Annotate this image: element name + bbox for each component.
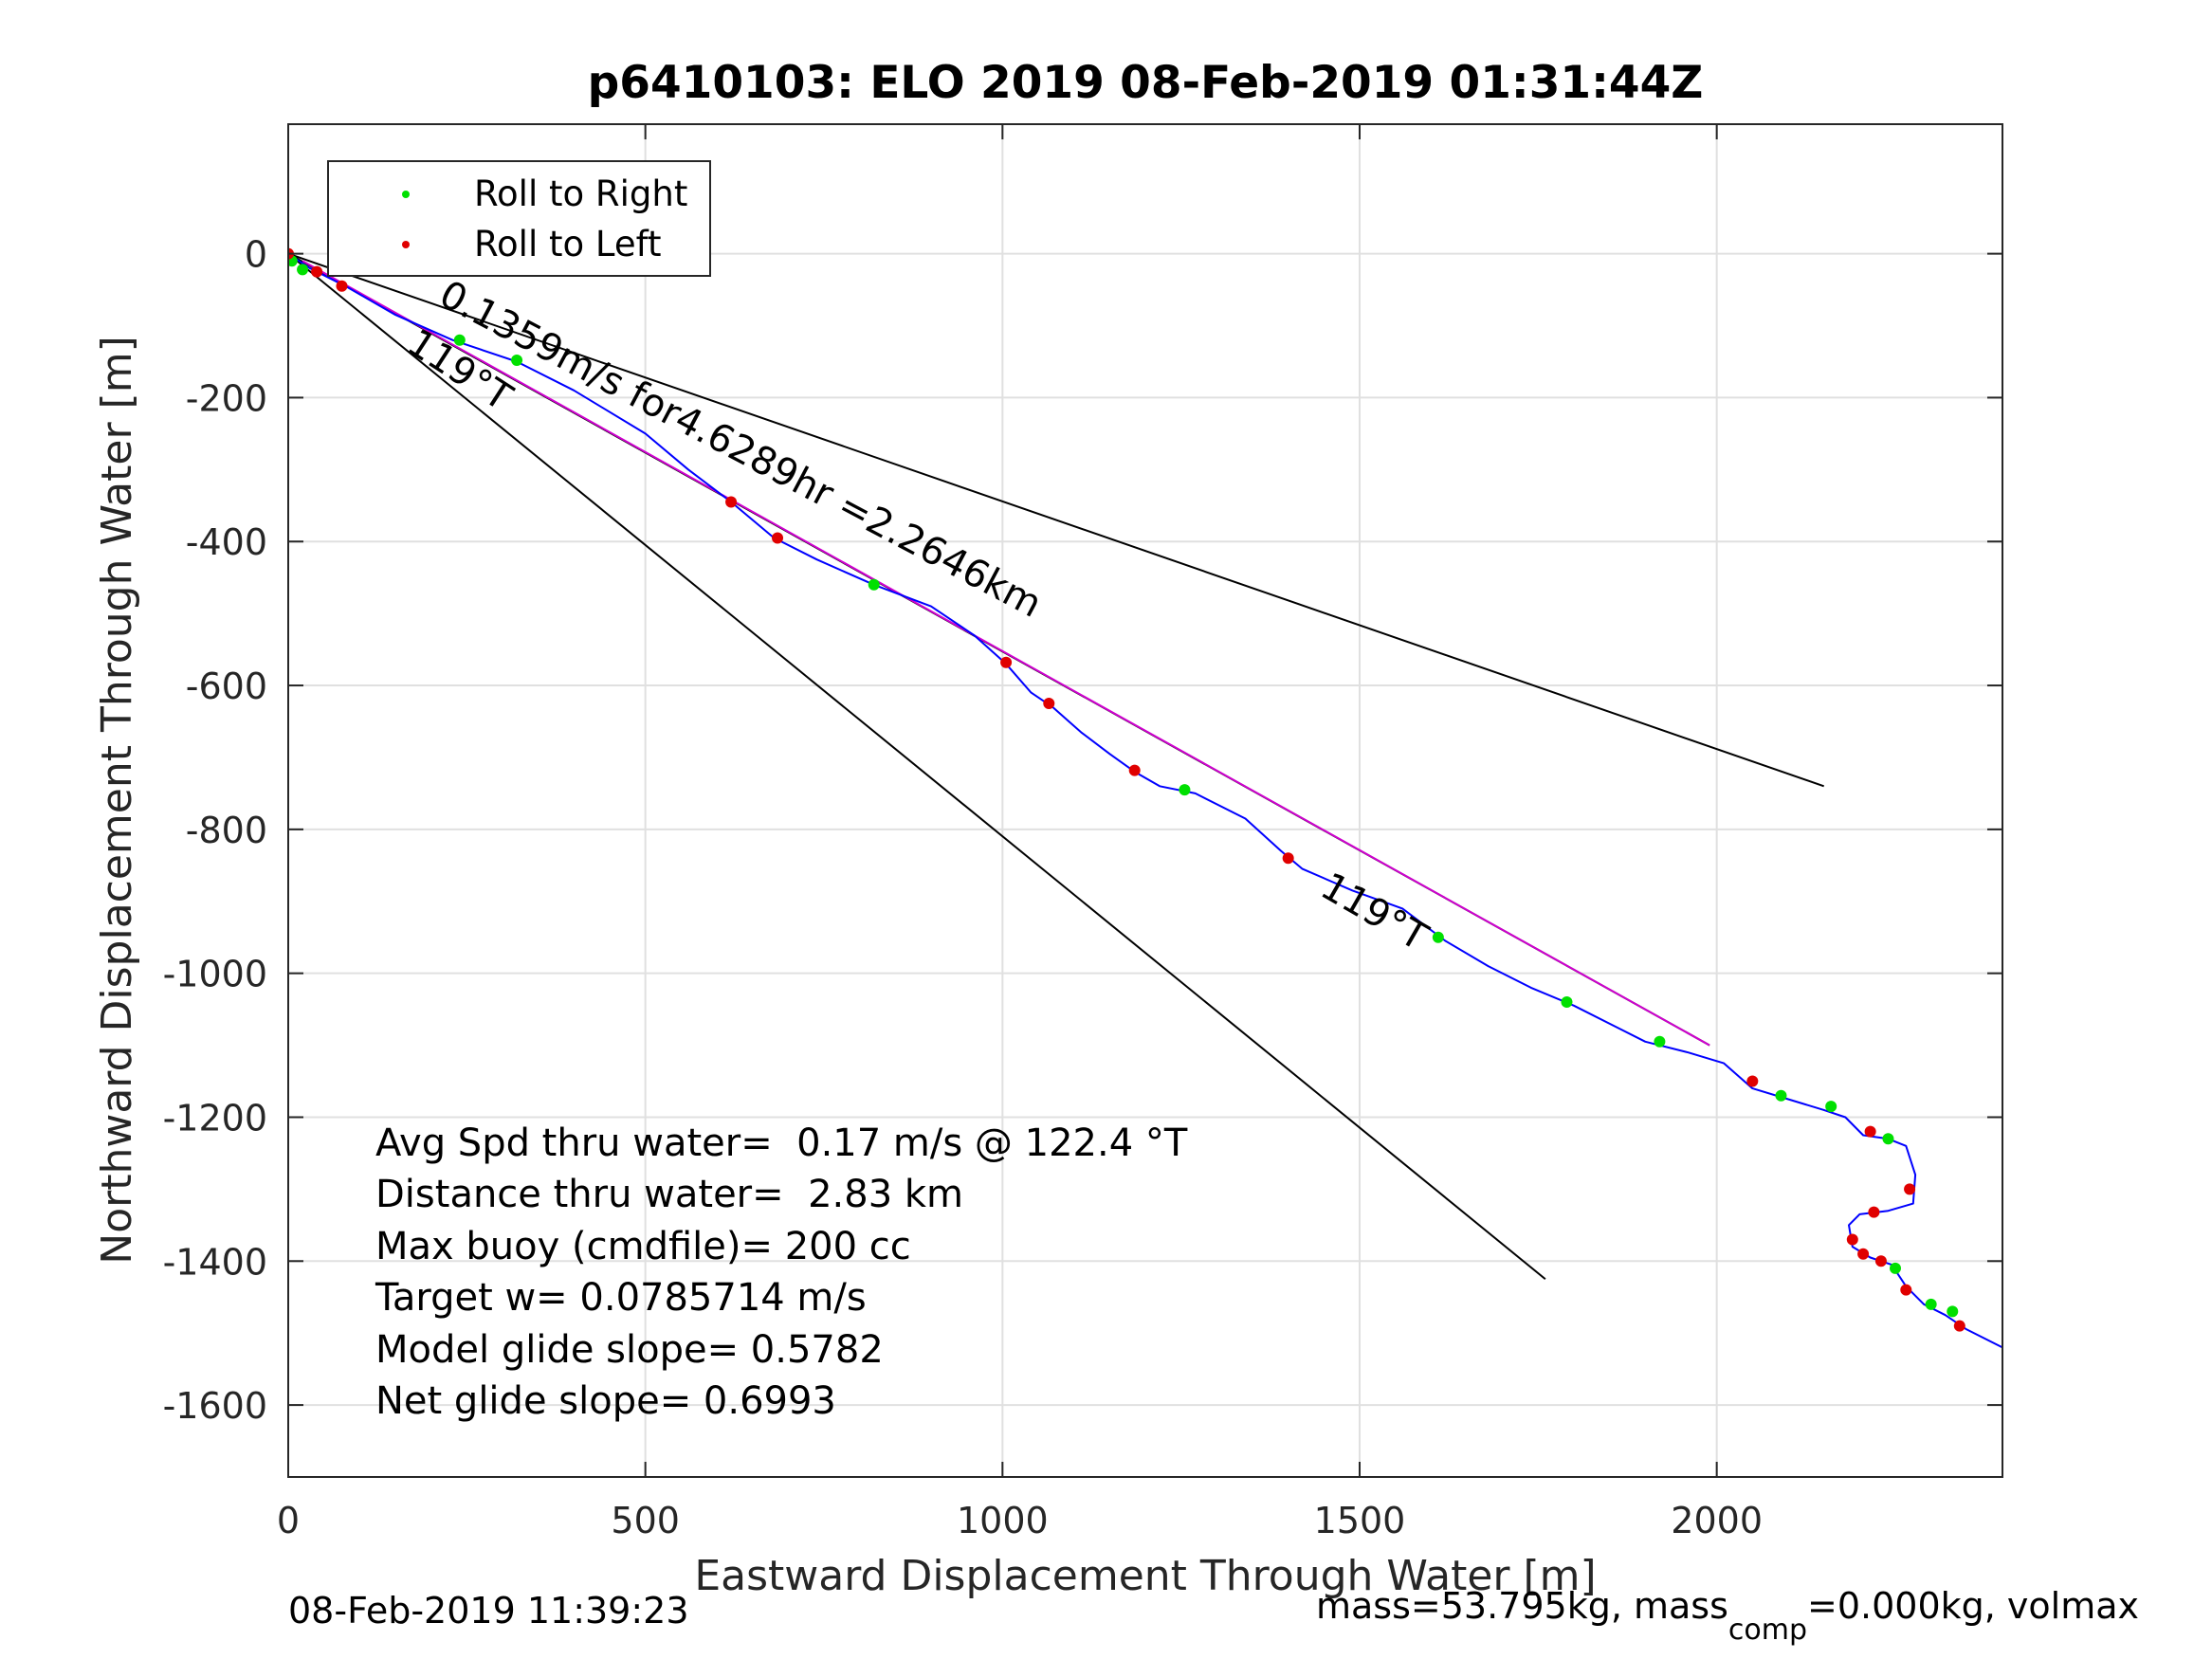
grid [287, 124, 2002, 1477]
y-tick-label: -600 [186, 665, 267, 707]
roll-left-point [1864, 1125, 1876, 1138]
legend-box [327, 160, 711, 277]
roll-right-point [1925, 1298, 1937, 1310]
roll-left-point [1857, 1248, 1870, 1260]
legend-marker-roll-right [402, 191, 410, 198]
track-line [288, 252, 2002, 1349]
roll-right-point [1890, 1262, 1901, 1274]
x-tick-label: 0 [277, 1500, 300, 1541]
ticks [287, 124, 2002, 1477]
reference-line [288, 252, 1546, 1281]
y-tick-label: -1600 [163, 1385, 267, 1427]
roll-left-point [772, 532, 784, 544]
y-tick-label: -1400 [163, 1241, 267, 1283]
x-tick-label: 2000 [1671, 1500, 1763, 1541]
y-tick-label: -1000 [163, 954, 267, 995]
roll-right-point [511, 354, 523, 366]
x-tick-label: 500 [611, 1500, 680, 1541]
roll-right-point [1775, 1089, 1787, 1102]
stats-avg-speed: Avg Spd thru water= 0.17 m/s @ 122.4 °T [375, 1121, 1188, 1165]
roll-right-point [1179, 784, 1191, 796]
footer-mass: mass=53.795kg, masscomp=0.000kg, volmax [1316, 1585, 2139, 1647]
stats-text: Avg Spd thru water= 0.17 m/s @ 122.4 °T … [375, 1121, 1188, 1423]
roll-left-point [1846, 1233, 1858, 1246]
x-tick-labels: 0 500 1000 1500 2000 [277, 1500, 1763, 1541]
stats-target-w: Target w= 0.0785714 m/s [375, 1276, 867, 1320]
roll-left-point [1953, 1320, 1965, 1332]
y-tick-label: 0 [245, 234, 267, 276]
roll-left-point [1904, 1183, 1916, 1195]
plot-frame [287, 123, 2003, 1478]
roll-left-point [1900, 1284, 1912, 1296]
footer-mass-part2: =0.000kg, volmax [1807, 1585, 2139, 1627]
roll-right-point [1432, 931, 1444, 943]
y-tick-label: -1200 [163, 1097, 267, 1139]
roll-right-point [868, 578, 880, 591]
roll-left-point [1746, 1075, 1759, 1087]
reference-line [288, 252, 1824, 788]
y-tick-label: -400 [186, 521, 267, 563]
legend-label-roll-left: Roll to Left [474, 224, 662, 264]
reference-lines [288, 252, 1824, 1281]
roll-right-point [1947, 1305, 1959, 1318]
footer-timestamp: 08-Feb-2019 11:39:23 [288, 1590, 689, 1632]
roll-right-point [1825, 1101, 1837, 1113]
legend: Roll to Right Roll to Left [327, 160, 711, 277]
reference-line [302, 260, 1710, 1047]
roll-left-point [1043, 698, 1055, 710]
y-tick-label: -200 [186, 377, 267, 419]
y-tick-label: -800 [186, 810, 267, 851]
roll-left-point [1128, 764, 1141, 776]
stats-model-glide: Model glide slope= 0.5782 [375, 1328, 884, 1372]
x-axis-label: Eastward Displacement Through Water [m] [694, 1552, 1596, 1600]
roll-left-point [1000, 656, 1013, 668]
footer-mass-sub: comp [1728, 1613, 1807, 1647]
roll-right-point [1882, 1133, 1894, 1145]
track [288, 252, 2002, 1349]
roll-left-point [1868, 1206, 1880, 1218]
roll-left-point [311, 265, 323, 278]
footer-mass-part1: mass=53.795kg, mass [1316, 1585, 1728, 1627]
roll-markers [288, 247, 1965, 1332]
roll-left-point [336, 280, 348, 292]
roll-right-point [297, 264, 309, 276]
y-tick-labels: 0 -200 -400 -600 -800 -1000 -1200 -1400 -1600 [163, 234, 267, 1427]
roll-left-point [725, 496, 738, 508]
roll-right-point [1561, 996, 1573, 1009]
x-tick-label: 1000 [957, 1500, 1049, 1541]
roll-right-point [453, 334, 466, 346]
roll-left-point [1874, 1255, 1887, 1267]
stats-max-buoy: Max buoy (cmdfile)= 200 cc [375, 1225, 911, 1268]
stats-distance: Distance thru water= 2.83 km [375, 1173, 963, 1216]
legend-label-roll-right: Roll to Right [474, 173, 687, 214]
chart-title: p6410103: ELO 2019 08-Feb-2019 01:31:44Z [588, 57, 1704, 109]
legend-marker-roll-left [402, 241, 410, 248]
stats-net-glide: Net glide slope= 0.6993 [375, 1379, 836, 1423]
roll-right-point [1654, 1035, 1666, 1048]
y-axis-label: Northward Displacement Through Water [m] [93, 336, 141, 1264]
x-tick-label: 1500 [1314, 1500, 1406, 1541]
roll-left-point [1282, 852, 1294, 865]
